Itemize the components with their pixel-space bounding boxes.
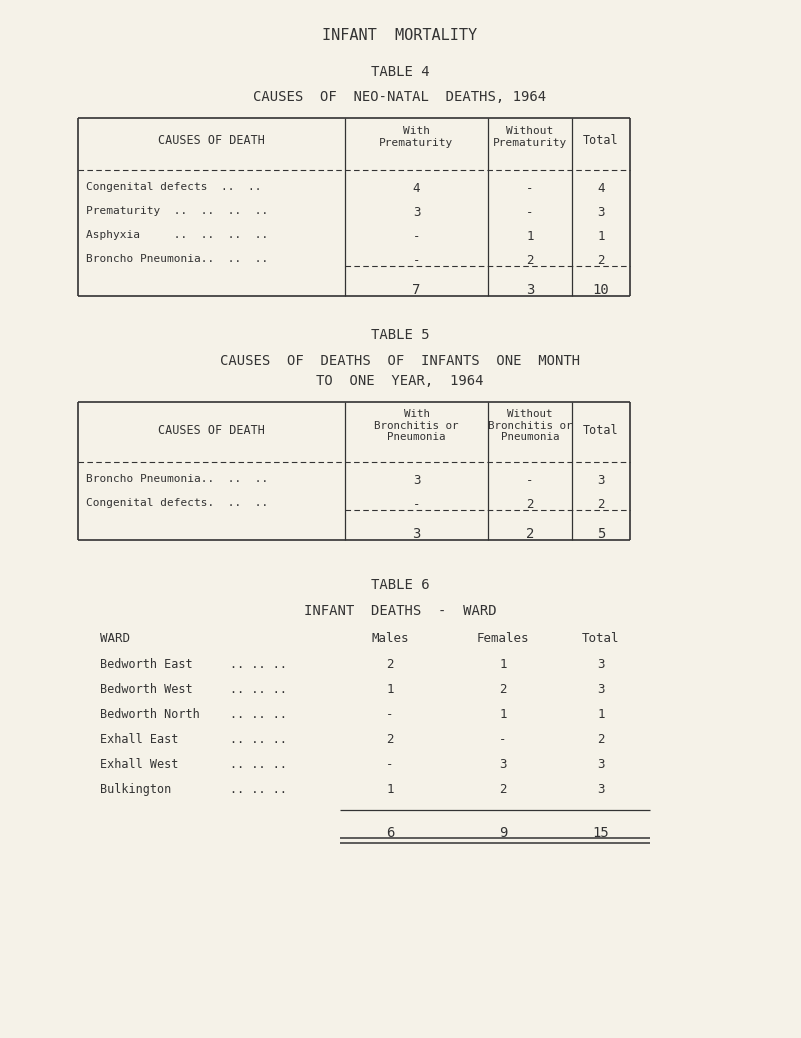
Text: 4: 4 — [413, 182, 421, 195]
Text: Bulkington: Bulkington — [100, 783, 171, 796]
Text: Bedworth West: Bedworth West — [100, 683, 192, 696]
Text: 2: 2 — [525, 526, 534, 541]
Text: 3: 3 — [413, 206, 421, 219]
Text: TABLE 5: TABLE 5 — [371, 328, 429, 342]
Text: Congenital defects  ..  ..: Congenital defects .. .. — [86, 182, 261, 192]
Text: TABLE 4: TABLE 4 — [371, 65, 429, 79]
Text: 1: 1 — [526, 230, 533, 243]
Text: Total: Total — [582, 632, 620, 645]
Text: 2: 2 — [526, 254, 533, 267]
Text: Without
Prematurity: Without Prematurity — [493, 126, 567, 147]
Text: -: - — [526, 474, 533, 487]
Text: 4: 4 — [598, 182, 605, 195]
Text: CAUSES OF DEATH: CAUSES OF DEATH — [158, 134, 265, 147]
Text: 6: 6 — [386, 826, 394, 840]
Text: 2: 2 — [386, 658, 394, 671]
Text: 3: 3 — [598, 758, 605, 771]
Text: Males: Males — [371, 632, 409, 645]
Text: 3: 3 — [525, 282, 534, 297]
Text: 3: 3 — [598, 206, 605, 219]
Text: -: - — [413, 254, 421, 267]
Text: Broncho Pneumonia..  ..  ..: Broncho Pneumonia.. .. .. — [86, 254, 268, 264]
Text: 15: 15 — [593, 826, 610, 840]
Text: CAUSES OF DEATH: CAUSES OF DEATH — [158, 424, 265, 437]
Text: -: - — [386, 758, 394, 771]
Text: 3: 3 — [413, 526, 421, 541]
Text: 2: 2 — [386, 733, 394, 746]
Text: 1: 1 — [598, 708, 605, 721]
Text: Congenital defects.  ..  ..: Congenital defects. .. .. — [86, 498, 268, 508]
Text: 3: 3 — [598, 683, 605, 696]
Text: CAUSES  OF  NEO-NATAL  DEATHS, 1964: CAUSES OF NEO-NATAL DEATHS, 1964 — [253, 90, 546, 104]
Text: Broncho Pneumonia..  ..  ..: Broncho Pneumonia.. .. .. — [86, 474, 268, 484]
Text: Bedworth North: Bedworth North — [100, 708, 199, 721]
Text: Exhall East: Exhall East — [100, 733, 179, 746]
Text: Without
Bronchitis or
Pneumonia: Without Bronchitis or Pneumonia — [488, 409, 572, 442]
Text: 1: 1 — [386, 783, 394, 796]
Text: 9: 9 — [499, 826, 507, 840]
Text: INFANT  MORTALITY: INFANT MORTALITY — [323, 28, 477, 43]
Text: Exhall West: Exhall West — [100, 758, 179, 771]
Text: 3: 3 — [598, 783, 605, 796]
Text: 3: 3 — [598, 474, 605, 487]
Text: -: - — [386, 708, 394, 721]
Text: -: - — [413, 230, 421, 243]
Text: 2: 2 — [598, 733, 605, 746]
Text: .. .. ..: .. .. .. — [230, 758, 287, 771]
Text: 10: 10 — [593, 282, 610, 297]
Text: .. .. ..: .. .. .. — [230, 733, 287, 746]
Text: 5: 5 — [597, 526, 606, 541]
Text: Total: Total — [583, 134, 619, 147]
Text: 3: 3 — [499, 758, 507, 771]
Text: Bedworth East: Bedworth East — [100, 658, 192, 671]
Text: .. .. ..: .. .. .. — [230, 783, 287, 796]
Text: .. .. ..: .. .. .. — [230, 683, 287, 696]
Text: INFANT  DEATHS  -  WARD: INFANT DEATHS - WARD — [304, 604, 497, 618]
Text: 7: 7 — [413, 282, 421, 297]
Text: .. .. ..: .. .. .. — [230, 658, 287, 671]
Text: Total: Total — [583, 424, 619, 437]
Text: 2: 2 — [598, 498, 605, 511]
Text: TABLE 6: TABLE 6 — [371, 578, 429, 592]
Text: 2: 2 — [499, 683, 507, 696]
Text: WARD: WARD — [100, 632, 130, 645]
Text: Asphyxia     ..  ..  ..  ..: Asphyxia .. .. .. .. — [86, 230, 268, 240]
Text: 2: 2 — [598, 254, 605, 267]
Text: 2: 2 — [499, 783, 507, 796]
Text: 1: 1 — [499, 658, 507, 671]
Text: -: - — [499, 733, 507, 746]
Text: -: - — [526, 206, 533, 219]
Text: 1: 1 — [499, 708, 507, 721]
Text: Prematurity  ..  ..  ..  ..: Prematurity .. .. .. .. — [86, 206, 268, 216]
Text: 1: 1 — [598, 230, 605, 243]
Text: .. .. ..: .. .. .. — [230, 708, 287, 721]
Text: 1: 1 — [386, 683, 394, 696]
Text: -: - — [413, 498, 421, 511]
Text: Females: Females — [477, 632, 529, 645]
Text: TO  ONE  YEAR,  1964: TO ONE YEAR, 1964 — [316, 374, 484, 388]
Text: 3: 3 — [598, 658, 605, 671]
Text: 3: 3 — [413, 474, 421, 487]
Text: With
Bronchitis or
Pneumonia: With Bronchitis or Pneumonia — [374, 409, 459, 442]
Text: 2: 2 — [526, 498, 533, 511]
Text: -: - — [526, 182, 533, 195]
Text: CAUSES  OF  DEATHS  OF  INFANTS  ONE  MONTH: CAUSES OF DEATHS OF INFANTS ONE MONTH — [220, 354, 580, 368]
Text: With
Prematurity: With Prematurity — [380, 126, 453, 147]
